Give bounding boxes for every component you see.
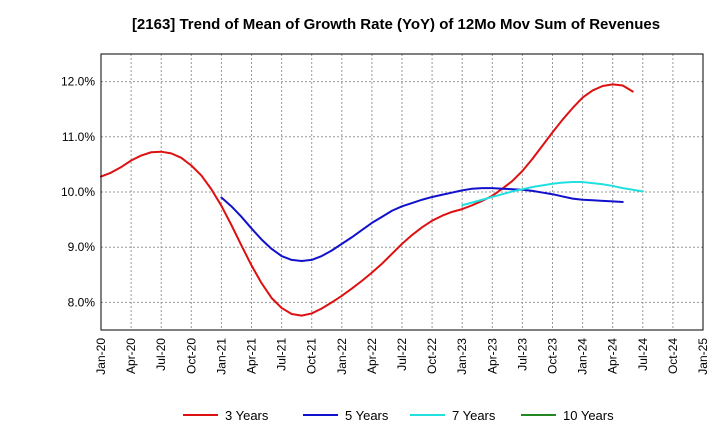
x-tick-label: Oct-20 <box>184 338 198 374</box>
x-tick-label: Jul-20 <box>154 338 168 371</box>
x-tick-label: Jan-24 <box>576 338 590 375</box>
x-tick-label: Apr-21 <box>245 338 259 374</box>
x-axis: Jan-20 Apr-20 Jul-20 Oct-20 Jan-21 Apr-21 Jul-… <box>94 338 710 375</box>
x-tick-label: Apr-20 <box>124 338 138 374</box>
series-lines <box>100 83 644 317</box>
y-axis: 8.0% 9.0% 10.0% 11.0% 12.0% <box>61 75 95 310</box>
legend-label: 3 Years <box>225 408 269 423</box>
y-tick-label: 9.0% <box>68 240 96 254</box>
x-tick-label: Jul-24 <box>636 338 650 371</box>
x-tick-label: Jan-25 <box>696 338 710 375</box>
plot-frame <box>100 53 704 331</box>
series-line-3-years <box>100 83 634 317</box>
chart-title: [2163] Trend of Mean of Growth Rate (YoY… <box>132 16 660 33</box>
x-tick-label: Jan-23 <box>455 338 469 375</box>
legend-label: 7 Years <box>452 408 496 423</box>
legend-label: 5 Years <box>345 408 389 423</box>
series-line-5-years <box>220 187 624 262</box>
y-tick-label: 12.0% <box>61 75 95 89</box>
x-tick-label: Jan-20 <box>94 338 108 375</box>
y-tick-label: 10.0% <box>61 185 95 199</box>
legend: 3 Years 5 Years 7 Years 10 Years <box>183 408 614 423</box>
x-tick-label: Oct-21 <box>305 338 319 374</box>
x-tick-label: Oct-23 <box>546 338 560 374</box>
x-tick-label: Oct-24 <box>666 338 680 374</box>
x-tick-label: Jul-23 <box>515 338 529 371</box>
x-tick-label: Apr-22 <box>365 338 379 374</box>
x-tick-label: Oct-22 <box>425 338 439 374</box>
x-tick-label: Jan-22 <box>335 338 349 375</box>
y-tick-label: 11.0% <box>62 130 95 144</box>
series-line-7-years <box>461 181 644 207</box>
x-tick-label: Apr-23 <box>485 338 499 374</box>
grid <box>101 54 703 330</box>
x-tick-label: Jan-21 <box>214 338 228 375</box>
y-tick-label: 8.0% <box>68 295 96 309</box>
legend-label: 10 Years <box>563 408 614 423</box>
x-tick-label: Jul-22 <box>395 338 409 371</box>
x-tick-label: Apr-24 <box>606 338 620 374</box>
x-tick-label: Jul-21 <box>275 338 289 371</box>
